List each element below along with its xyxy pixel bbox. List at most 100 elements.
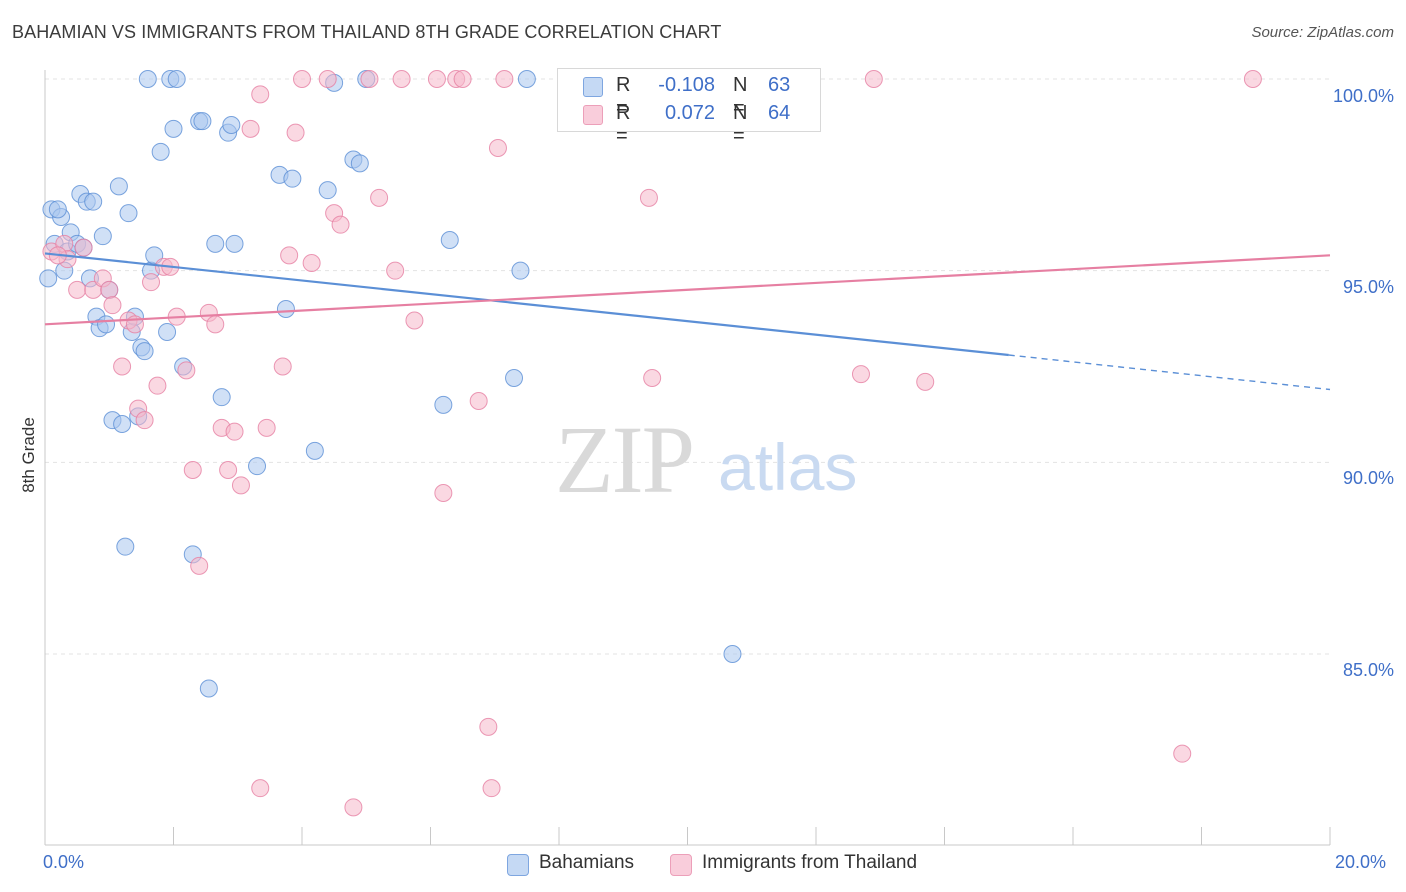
r-label: R = xyxy=(616,74,631,119)
data-point xyxy=(386,261,405,280)
data-point xyxy=(273,357,292,376)
data-point xyxy=(405,311,424,330)
data-point xyxy=(148,376,167,395)
data-point xyxy=(392,70,411,88)
chart-title: BAHAMIAN VS IMMIGRANTS FROM THAILAND 8TH… xyxy=(12,22,722,42)
data-point xyxy=(119,204,138,223)
data-point xyxy=(482,779,501,798)
data-point xyxy=(1243,70,1262,88)
data-point xyxy=(84,192,103,211)
data-point xyxy=(231,476,250,495)
data-point xyxy=(251,779,270,798)
legend-label: Immigrants from Thailand xyxy=(702,852,918,873)
data-point xyxy=(488,139,507,157)
data-point xyxy=(331,215,350,234)
y-tick-label: 90.0% xyxy=(1342,468,1394,488)
watermark: ZIP atlas xyxy=(555,406,857,513)
trend-line-extension xyxy=(1008,354,1331,391)
data-point xyxy=(851,365,870,384)
data-point xyxy=(360,70,379,88)
legend-swatch xyxy=(507,854,529,876)
source-credit: Source: ZipAtlas.com xyxy=(1251,24,1394,41)
data-point xyxy=(318,70,337,88)
data-point xyxy=(103,296,122,315)
data-point xyxy=(116,537,135,556)
data-point xyxy=(350,154,369,173)
data-point xyxy=(222,116,241,134)
data-point xyxy=(100,280,119,299)
n-value: 63 xyxy=(768,74,791,96)
data-point xyxy=(190,556,209,575)
data-point xyxy=(434,484,453,502)
data-point xyxy=(276,300,295,318)
data-point xyxy=(344,798,363,817)
trend-line xyxy=(44,252,1009,357)
data-point xyxy=(517,70,536,88)
data-point xyxy=(643,369,662,387)
axes xyxy=(44,70,1331,846)
data-point xyxy=(177,361,196,380)
y-tick-label: 95.0% xyxy=(1342,277,1394,297)
data-point xyxy=(286,123,305,142)
data-point xyxy=(151,142,170,161)
series-bahamians xyxy=(39,70,742,698)
data-point xyxy=(427,70,446,88)
legend-swatch xyxy=(583,105,603,125)
data-point xyxy=(219,461,238,479)
data-point xyxy=(167,70,186,88)
data-point xyxy=(453,70,472,88)
data-point xyxy=(212,388,231,407)
data-point xyxy=(142,273,161,292)
data-point xyxy=(257,418,276,437)
n-label: N = xyxy=(733,102,748,147)
r-value: -0.108 xyxy=(658,74,715,96)
data-point xyxy=(39,269,58,288)
data-point xyxy=(241,119,260,138)
data-point xyxy=(113,357,132,376)
data-point xyxy=(93,227,112,246)
data-point xyxy=(206,315,225,334)
data-point xyxy=(318,181,337,200)
data-point xyxy=(138,70,157,88)
data-point xyxy=(864,70,883,88)
data-point xyxy=(469,392,488,410)
stats-legend: R = -0.108 N = 63 R = 0.072 N = 64 xyxy=(557,68,821,147)
data-point xyxy=(248,457,267,476)
data-point xyxy=(302,254,321,272)
r-value: 0.072 xyxy=(664,102,715,124)
y-tick-label: 85.0% xyxy=(1342,660,1394,680)
x-tick-label: 20.0% xyxy=(1335,852,1387,872)
data-point xyxy=(511,261,530,280)
trend-line xyxy=(44,254,1331,326)
data-point xyxy=(109,177,128,196)
data-point xyxy=(225,234,244,253)
data-point xyxy=(135,342,154,361)
data-point xyxy=(193,112,212,131)
data-point xyxy=(283,169,302,188)
data-point xyxy=(199,679,218,698)
n-value: 64 xyxy=(768,102,791,124)
x-tick-label: 0.0% xyxy=(43,852,85,872)
data-point xyxy=(251,85,270,104)
data-point xyxy=(916,372,935,391)
data-point xyxy=(135,411,154,430)
watermark-zip: ZIP xyxy=(555,406,693,513)
y-tick-label: 100.0% xyxy=(1332,86,1394,106)
data-point xyxy=(97,315,116,334)
data-point xyxy=(639,188,658,207)
data-point xyxy=(440,231,459,249)
data-point xyxy=(164,119,183,138)
data-point xyxy=(48,200,67,219)
data-point xyxy=(434,395,453,414)
data-point xyxy=(280,246,299,265)
n-label: N = xyxy=(733,74,748,119)
watermark-atlas: atlas xyxy=(718,430,857,504)
data-point xyxy=(1173,744,1192,763)
data-point xyxy=(305,441,324,460)
data-point xyxy=(183,461,202,479)
y-axis-label: 8th Grade xyxy=(19,417,38,493)
legend-swatch xyxy=(583,77,603,97)
data-point xyxy=(723,645,742,663)
legend-swatch xyxy=(670,854,692,876)
